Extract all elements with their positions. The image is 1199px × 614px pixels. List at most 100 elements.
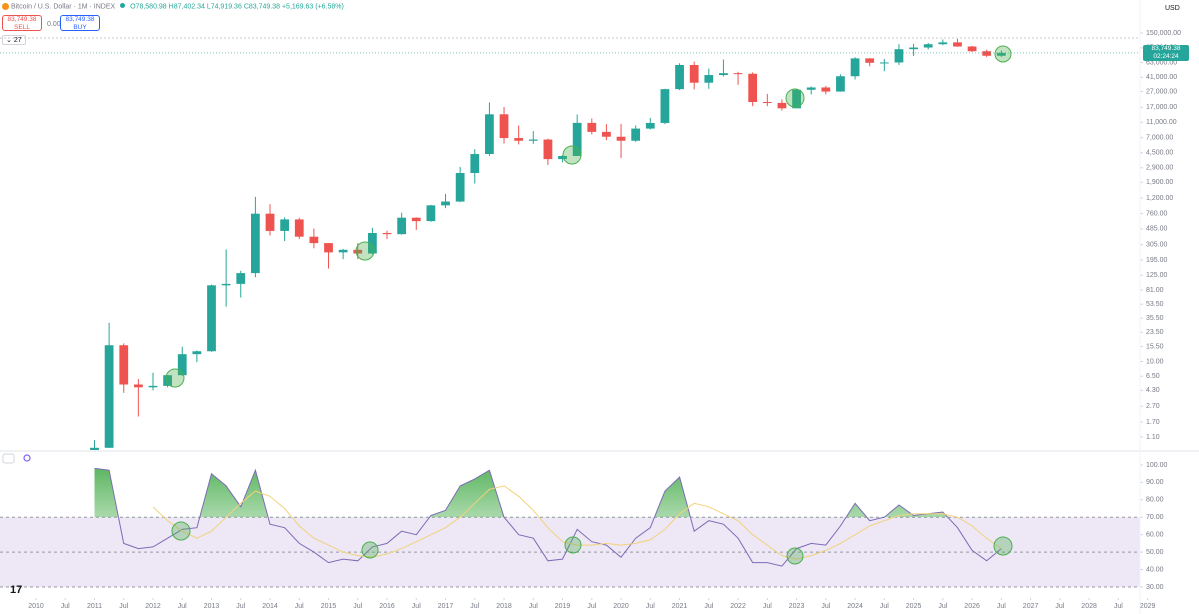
candle-body [909,47,918,50]
candle-body [923,44,933,48]
rsi-line [94,467,1002,567]
x-tick-label: 2027 [1023,603,1039,610]
candle-body [719,73,728,76]
y-tick-label: 150,000.00 [1146,30,1181,37]
indicators-count: 27 [13,37,22,44]
y-tick-label: 125.00 [1146,272,1168,279]
sell-button[interactable]: 83,749.38 SELL [2,15,42,31]
candle-body [616,136,626,141]
candle-body [792,89,801,109]
y-tick-label: 53.50 [1146,301,1164,308]
candle-body [528,139,538,141]
candle-body [689,64,699,83]
x-tick-label: Jul [119,603,128,610]
y-tick-label: 35.50 [1146,315,1164,322]
x-tick-label: Jul [938,603,947,610]
x-tick-label: Jul [529,603,538,610]
candle-body [338,249,348,253]
candle-body [645,122,655,129]
symbol-row: Bitcoin / U.S. Dollar · 1M · INDEX O78,5… [2,3,344,10]
axes: 150,000.0097,000.0063,000.0041,000.0027,… [28,30,1181,610]
candle-body [236,273,246,284]
ohlc-change: +5,169.63 (+6.58%) [281,3,344,11]
ohlc-low: L74,919.36 [206,3,242,11]
x-tick-label: 2019 [555,603,571,610]
y-tick-label: 100.00 [1146,462,1168,469]
last-price: 83,749.38 [1151,44,1181,52]
candle-body [938,42,948,45]
rsi-pane [0,467,1140,588]
indicators-toggle[interactable]: ⌄ 27 [2,35,26,45]
candle-body [733,73,743,75]
highlight [993,536,1013,556]
buy-button[interactable]: 83,749.38 BUY [60,15,100,31]
highlight [785,88,805,108]
candle-body [368,233,377,254]
candle-body [602,131,611,137]
candle-body [163,375,173,386]
candle-body [572,122,582,156]
y-tick-label: 2.70 [1146,403,1160,410]
candle-body [485,114,494,155]
x-tick-label: 2023 [789,603,805,610]
y-tick-label: 305.00 [1146,242,1168,249]
currency[interactable]: USD [1165,5,1180,12]
y-tick-label: 41,000.00 [1146,74,1177,81]
ohlc-close: C83,749.38 [243,3,281,11]
y-tick-label: 6.50 [1146,373,1160,380]
candle-body [675,64,684,90]
candle-body [382,233,392,235]
candle-body [133,384,143,388]
y-tick-label: 60.00 [1146,532,1164,539]
x-tick-label: 2024 [847,603,863,610]
x-tick-label: Jul [1055,603,1064,610]
x-tick-label: 2017 [438,603,454,610]
x-tick-label: 2022 [730,603,746,610]
candle-body [294,219,304,237]
candle-body [806,87,816,90]
x-tick-label: 2021 [672,603,688,610]
y-tick-label: 30.00 [1146,584,1164,591]
highlight [786,547,804,565]
candle-body [104,345,114,448]
price-tag: 83,749.38 02:24:24 [1143,44,1189,61]
x-tick-label: Jul [353,603,362,610]
x-tick-label: 2013 [204,603,220,610]
candle-body [148,385,158,388]
sell-price: 83,749.38 [7,16,37,23]
candle-body [631,128,641,141]
candle-body [748,73,758,103]
y-tick-label: 63,000.00 [1146,59,1177,66]
x-tick-label: Jul [412,603,421,610]
highlight [165,368,185,388]
y-tick-label: 50.00 [1146,549,1164,556]
y-tick-label: 4.30 [1146,387,1160,394]
x-tick-label: Jul [295,603,304,610]
highlight [355,241,375,261]
candle-body [411,217,421,222]
candle-body [836,76,845,92]
y-tick-label: 70.00 [1146,514,1164,521]
sell-label: SELL [14,24,30,31]
candle-body [865,58,875,63]
x-tick-label: 2018 [496,603,512,610]
y-tick-label: 7,000.00 [1146,135,1173,142]
candle-body [704,75,714,83]
candle-body [353,249,363,254]
x-tick-label: Jul [470,603,479,610]
collapse-button[interactable] [2,453,15,464]
candle-body [441,201,450,206]
y-tick-label: 1.10 [1146,434,1160,441]
market-dot [120,3,126,9]
candle-body [894,49,904,63]
x-tick-label: 2029 [1140,603,1156,610]
btc-icon [2,3,9,10]
ohlc-high: H87,402.34 [168,3,205,11]
candle-body [470,154,480,174]
y-tick-label: 195.00 [1146,257,1168,264]
x-tick-label: 2012 [145,603,161,610]
x-tick-label: Jul [704,603,713,610]
x-tick-label: 2028 [1081,603,1097,610]
